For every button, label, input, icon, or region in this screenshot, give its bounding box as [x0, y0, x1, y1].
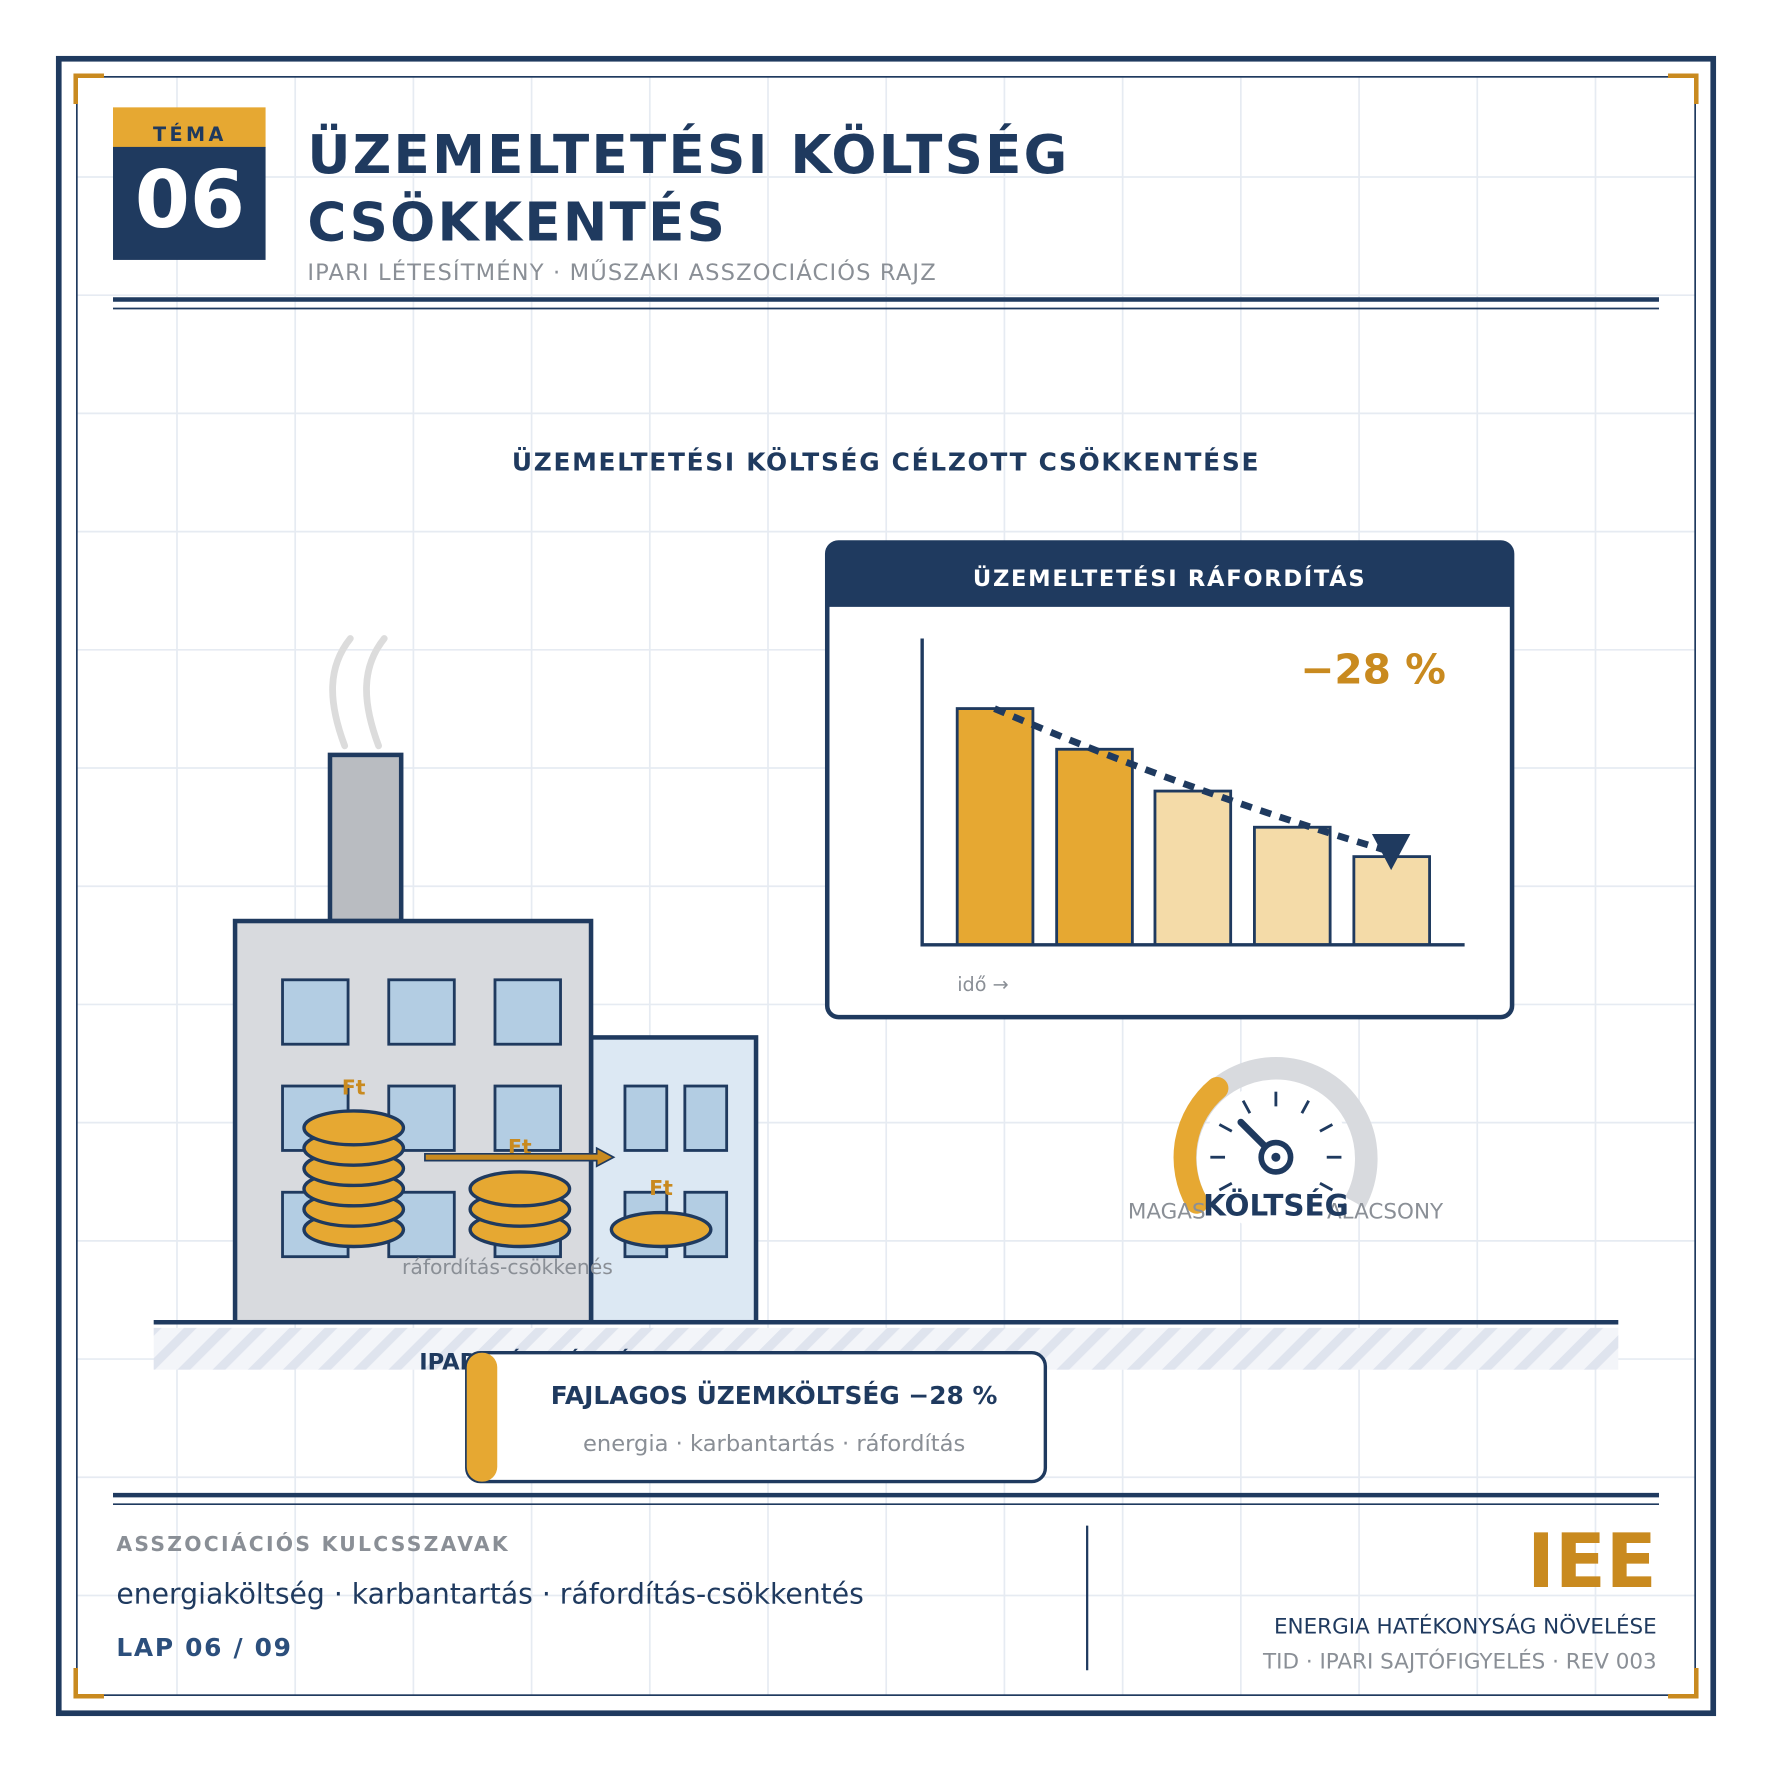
badge-number: 06	[135, 154, 245, 246]
gauge-low: ALACSONY	[1327, 1200, 1444, 1225]
subtitle: IPARI LÉTESÍTMÉNY · MŰSZAKI ASSZOCIÁCIÓS…	[307, 258, 936, 286]
coins	[302, 1109, 713, 1249]
outer-frame	[55, 55, 1717, 1717]
badge-top	[113, 107, 266, 149]
mini-axes	[920, 638, 1465, 947]
axis-label: idő →	[957, 973, 1008, 996]
scene-heading: ÜZEMELTETÉSI KÖLTSÉG CÉLZOTT CSÖKKENTÉSE	[512, 446, 1260, 476]
gauge-ticks	[1210, 1091, 1342, 1192]
windows	[281, 978, 729, 1259]
smoke	[329, 635, 388, 750]
inner-frame	[75, 75, 1697, 1697]
flow-label: ráfordítás-csökkenés	[402, 1255, 613, 1279]
callout-title: FAJLAGOS ÜZEMKÖLTSÉG −28 %	[551, 1380, 998, 1410]
gauge-fill	[1173, 1076, 1229, 1214]
title-line: CSÖKKENTÉS	[307, 191, 727, 254]
gauge-label: KÖLTSÉG	[1203, 1186, 1349, 1222]
corner-marks	[73, 73, 1699, 1699]
source: TID · IPARI SAJTÓFIGYELÉS · REV 003	[1262, 1648, 1657, 1674]
trend-line	[993, 705, 1386, 854]
keywords: energiaköltség · karbantartás · ráfordít…	[116, 1578, 863, 1611]
badge-body	[113, 146, 266, 260]
panel-header	[827, 542, 1513, 607]
chimney	[327, 752, 404, 924]
badge-label: TÉMA	[153, 123, 227, 146]
callout-subtitle: energia · karbantartás · ráfordítás	[583, 1431, 965, 1457]
panel-title: ÜZEMELTETÉSI RÁFORDÍTÁS	[973, 564, 1366, 592]
mini-bars	[955, 707, 1431, 947]
callout	[465, 1351, 1048, 1484]
flow-arrow	[424, 1146, 616, 1168]
coin-label: Ft	[649, 1176, 673, 1200]
callout-accent	[466, 1352, 498, 1482]
brand-name: ENERGIA HATÉKONYSÁG NÖVELÉSE	[1274, 1613, 1657, 1639]
brand: IEE	[1527, 1518, 1657, 1605]
gauge-hub-dot	[1271, 1152, 1281, 1162]
trend-arrow	[1371, 834, 1411, 871]
annex	[588, 1035, 759, 1325]
keywords-label: ASSZOCIÁCIÓS KULCSSZAVAK	[116, 1531, 510, 1556]
change-label: −28 %	[1300, 645, 1446, 693]
gauge-high: MAGAS	[1128, 1200, 1206, 1225]
title-line: ÜZEMELTETÉSI KÖLTSÉG	[307, 123, 1069, 186]
page-number: LAP 06 / 09	[116, 1633, 292, 1662]
coin-label: Ft	[342, 1075, 366, 1099]
